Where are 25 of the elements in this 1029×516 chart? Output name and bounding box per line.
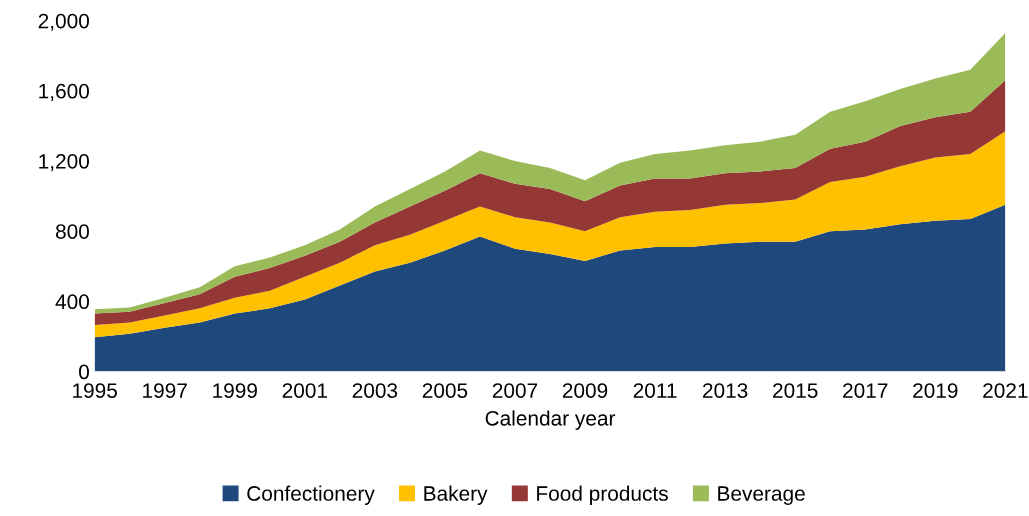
y-tick-label: 2,000 <box>38 13 89 31</box>
x-tick-label: 2007 <box>492 383 538 398</box>
x-tick-label: 1999 <box>213 383 257 398</box>
y-tick-label: 800 <box>55 224 89 239</box>
y-tick-label: 1,600 <box>39 83 89 102</box>
x-tick-label: 2017 <box>843 383 888 398</box>
x-tick-label: 2005 <box>422 383 468 398</box>
y-tick-label: 400 <box>55 294 89 310</box>
y-tick-label: 0 <box>79 364 89 380</box>
x-tick-label: 2019 <box>913 383 958 398</box>
legend-label: Bakery <box>424 485 488 505</box>
x-tick-label: 2021 <box>983 383 1028 398</box>
x-tick-label: 1995 <box>73 383 117 398</box>
x-tick-label: 2011 <box>633 383 677 398</box>
y-tick-label: 1,200 <box>39 153 89 172</box>
legend-label: Confectionery <box>247 485 375 505</box>
legend-label: Beverage <box>718 486 805 505</box>
x-tick-label: 2013 <box>703 383 748 398</box>
x-axis-title: Calendar year <box>485 410 616 430</box>
x-tick-label: 2009 <box>562 383 608 398</box>
x-tick-label: 2015 <box>773 383 818 398</box>
x-tick-label: 2001 <box>282 383 327 398</box>
x-tick-label: 2003 <box>352 383 398 398</box>
x-tick-label: 1997 <box>143 383 187 398</box>
legend-label: Food products <box>537 485 668 505</box>
